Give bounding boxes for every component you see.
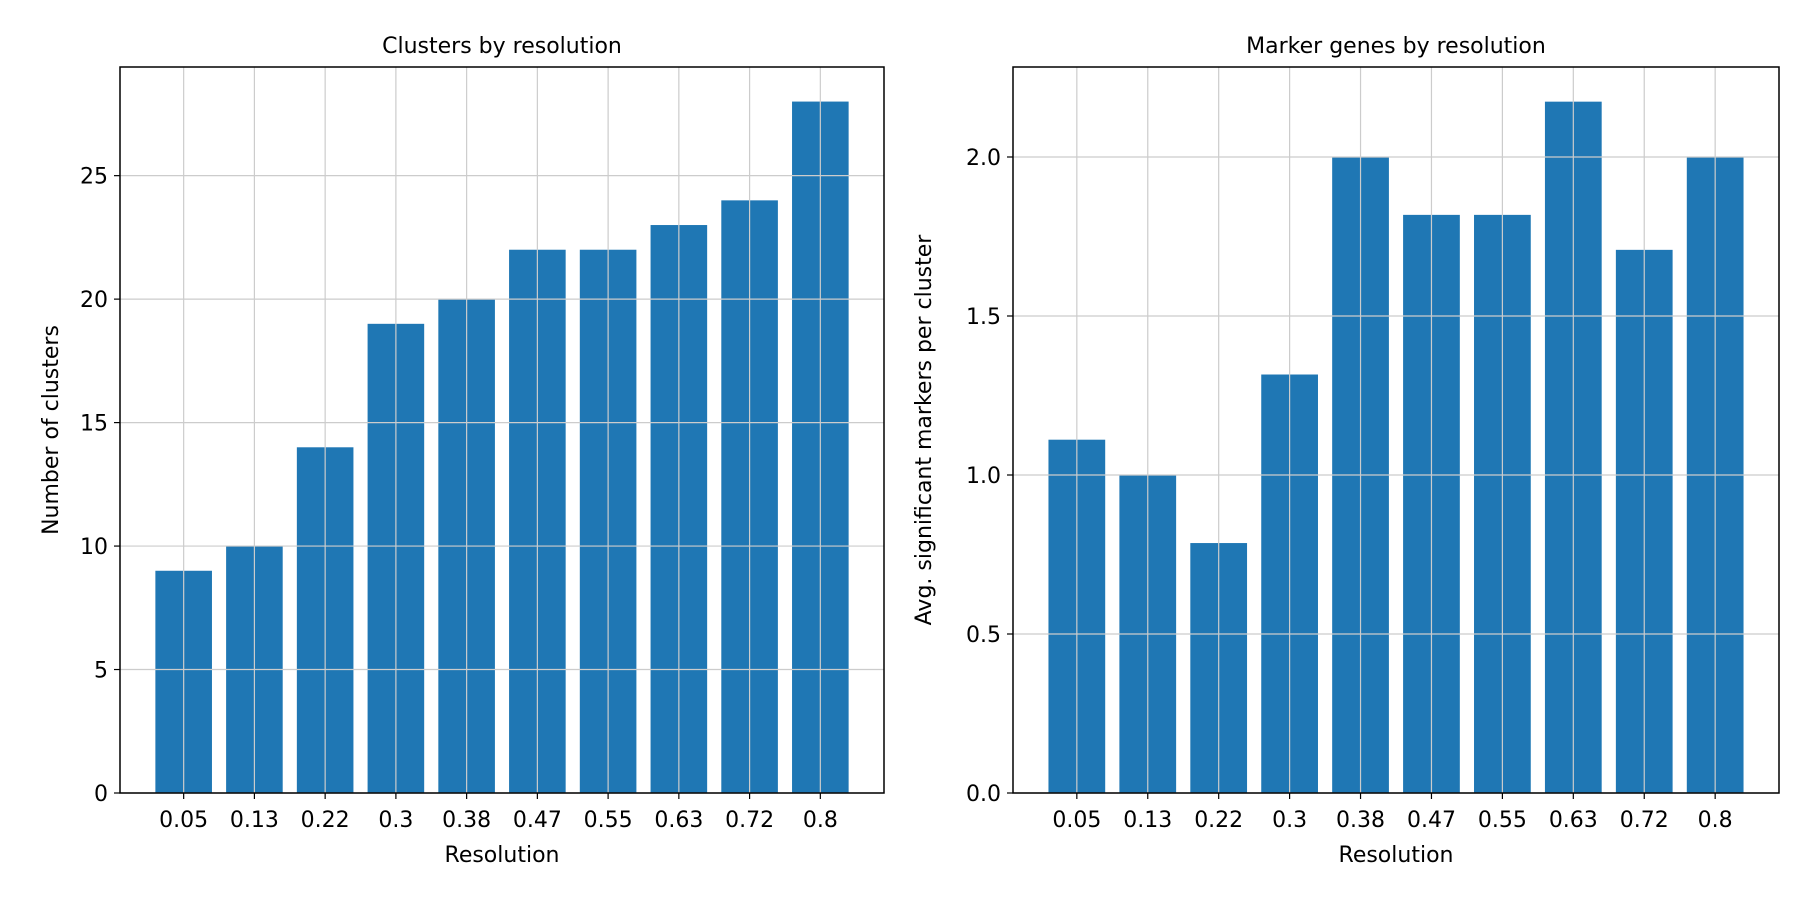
y-tick-label: 15 <box>80 412 108 437</box>
x-tick-label: 0.13 <box>1123 808 1172 833</box>
x-tick-label: 0.13 <box>230 808 279 833</box>
x-tick-label: 0.63 <box>654 808 703 833</box>
x-tick-label: 0.47 <box>513 808 562 833</box>
x-tick-label: 0.38 <box>1336 808 1385 833</box>
x-tick-label: 0.3 <box>1272 808 1307 833</box>
y-axis-label: Avg. significant markers per cluster <box>912 234 937 626</box>
x-tick-label: 0.72 <box>1620 808 1669 833</box>
y-tick-label: 0.5 <box>966 623 1001 648</box>
chart-title: Clusters by resolution <box>382 34 622 59</box>
y-ticks: 0.0 0.5 1.0 1.5 2.0 <box>966 146 1013 807</box>
y-tick-label: 2.0 <box>966 146 1001 171</box>
x-tick-label: 0.63 <box>1549 808 1598 833</box>
x-tick-label: 0.47 <box>1407 808 1456 833</box>
y-tick-label: 25 <box>80 165 108 190</box>
x-tick-label: 0.55 <box>584 808 633 833</box>
x-ticks: 0.05 0.13 0.22 0.3 0.38 0.47 0.55 0.63 0.72 0.8 <box>1052 793 1733 833</box>
chart-marker-genes-by-resolution: Marker genes by resolution Resolution Av… <box>912 34 1780 868</box>
axes-frame <box>1012 66 1780 794</box>
x-tick-label: 0.22 <box>1194 808 1243 833</box>
x-tick-label: 0.8 <box>1698 808 1733 833</box>
x-tick-label: 0.8 <box>803 808 838 833</box>
y-tick-label: 5 <box>94 659 108 684</box>
y-tick-label: 10 <box>80 535 108 560</box>
y-ticks: 0 5 10 15 20 25 <box>80 165 120 807</box>
grid <box>1013 67 1779 794</box>
y-tick-label: 0.0 <box>966 782 1001 807</box>
y-tick-label: 1.0 <box>966 464 1001 489</box>
y-tick-label: 1.5 <box>966 305 1001 330</box>
chart-title: Marker genes by resolution <box>1246 34 1546 59</box>
x-tick-label: 0.55 <box>1478 808 1527 833</box>
x-axis-label: Resolution <box>445 843 560 868</box>
x-tick-label: 0.22 <box>301 808 350 833</box>
x-tick-label: 0.05 <box>1052 808 1101 833</box>
x-axis-label: Resolution <box>1339 843 1454 868</box>
axes-frame <box>119 66 885 794</box>
chart-clusters-by-resolution: Clusters by resolution Resolution Number… <box>39 34 885 868</box>
y-tick-label: 20 <box>80 288 108 313</box>
x-tick-label: 0.05 <box>159 808 208 833</box>
x-tick-label: 0.38 <box>442 808 491 833</box>
y-tick-label: 0 <box>94 782 108 807</box>
x-ticks: 0.05 0.13 0.22 0.3 0.38 0.47 0.55 0.63 0.72 0.8 <box>159 793 838 833</box>
y-axis-label: Number of clusters <box>39 325 64 535</box>
x-tick-label: 0.72 <box>725 808 774 833</box>
x-tick-label: 0.3 <box>378 808 413 833</box>
